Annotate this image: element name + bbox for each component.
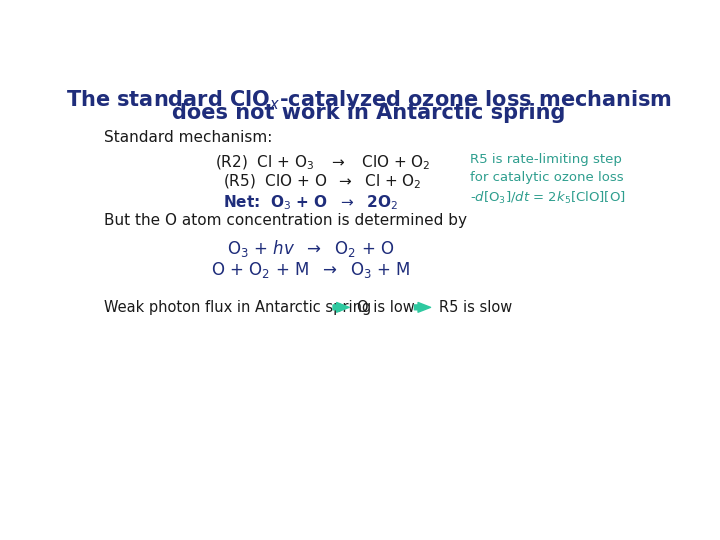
Text: But the O atom concentration is determined by: But the O atom concentration is determin… [104,213,467,228]
Text: R5 is rate-limiting step
for catalytic ozone loss
-$d$[O$_3$]/$dt$ = 2$k_5$[ClO]: R5 is rate-limiting step for catalytic o… [469,153,626,206]
Text: (R2)  Cl + O$_3$   $\rightarrow$   ClO + O$_2$: (R2) Cl + O$_3$ $\rightarrow$ ClO + O$_2… [215,153,431,172]
Text: does not work in Antarctic spring: does not work in Antarctic spring [172,103,566,123]
Text: R5 is slow: R5 is slow [438,300,512,315]
Text: The standard ClO$_x$-catalyzed ozone loss mechanism: The standard ClO$_x$-catalyzed ozone los… [66,88,672,112]
Text: O is low: O is low [357,300,415,315]
FancyArrowPatch shape [415,302,431,312]
Text: O$_3$ + $hv$  $\rightarrow$  O$_2$ + O: O$_3$ + $hv$ $\rightarrow$ O$_2$ + O [228,238,395,259]
Text: (R5)  ClO + O  $\rightarrow$  Cl + O$_2$: (R5) ClO + O $\rightarrow$ Cl + O$_2$ [223,173,422,191]
FancyArrowPatch shape [333,302,349,312]
Text: Net:  O$_3$ + O  $\rightarrow$  2O$_2$: Net: O$_3$ + O $\rightarrow$ 2O$_2$ [223,193,398,212]
Text: Standard mechanism:: Standard mechanism: [104,130,272,145]
Text: O + O$_2$ + M  $\rightarrow$  O$_3$ + M: O + O$_2$ + M $\rightarrow$ O$_3$ + M [211,260,410,280]
Text: Weak photon flux in Antarctic spring: Weak photon flux in Antarctic spring [104,300,372,315]
